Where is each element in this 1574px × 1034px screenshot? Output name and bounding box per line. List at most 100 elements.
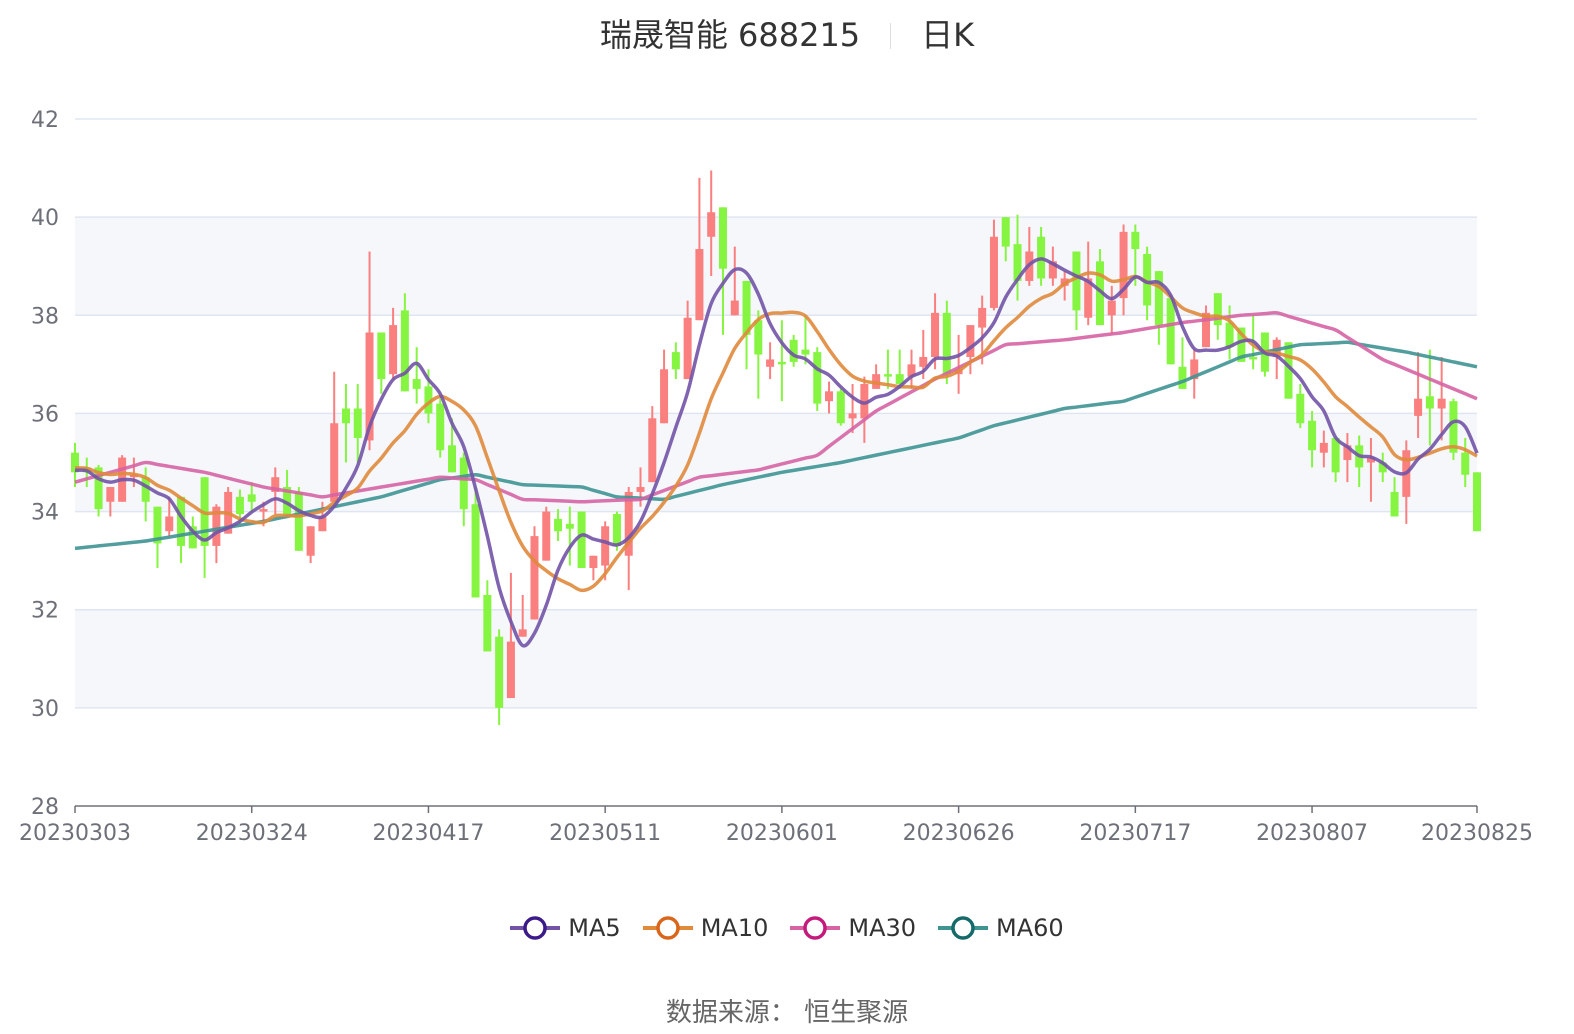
candle-body [989, 236, 998, 308]
candle [247, 482, 256, 512]
x-tick-label: 20230601 [726, 821, 838, 846]
y-tick-label: 30 [31, 697, 59, 722]
candle [577, 511, 586, 569]
x-tick-label: 20230511 [549, 821, 661, 846]
candle-body [589, 555, 598, 569]
candle-body [636, 487, 645, 492]
candle [1048, 246, 1057, 286]
candle-body [235, 496, 244, 515]
candle [1225, 305, 1234, 360]
candle-body [742, 280, 751, 335]
candle-body [565, 523, 574, 529]
candle [377, 332, 386, 394]
candle-body [1284, 342, 1293, 399]
candle [1437, 356, 1446, 441]
ma60-line [74, 340, 1478, 551]
candle-body [1378, 462, 1387, 473]
candle [365, 251, 374, 451]
candle-body [283, 487, 292, 515]
candle-body [777, 361, 786, 365]
plot-bands [75, 217, 1477, 708]
candle-body [188, 526, 197, 549]
candle-body [518, 629, 527, 637]
candle [754, 310, 763, 399]
candle [306, 526, 315, 564]
legend-label: MA60 [996, 914, 1064, 942]
x-tick-label: 20230303 [19, 821, 131, 846]
candle-body [1237, 327, 1246, 362]
candle [1119, 224, 1128, 316]
candle-body [1296, 393, 1305, 424]
candle-body [648, 418, 657, 483]
legend-item-ma30[interactable]: MA30 [790, 914, 916, 942]
candle-body [177, 496, 186, 546]
candle-body [683, 317, 692, 380]
legend-label: MA30 [848, 914, 917, 942]
candle [506, 572, 515, 699]
candle-body [1001, 217, 1010, 247]
candle-body [471, 504, 480, 598]
candle [459, 452, 468, 527]
candle-body [1013, 244, 1022, 281]
candle [718, 207, 727, 335]
candle [518, 594, 527, 637]
candle [883, 349, 892, 389]
candle-body [412, 379, 421, 389]
legend-item-ma5[interactable]: MA5 [510, 914, 621, 942]
candle-body [153, 506, 162, 544]
legend: MA5 MA10 MA30 MA60 [0, 914, 1574, 942]
candle [660, 349, 669, 424]
candle [589, 555, 598, 581]
candle-body [1143, 253, 1152, 306]
x-tick-label: 20230807 [1256, 821, 1368, 846]
candle [542, 506, 551, 561]
y-tick-label: 34 [31, 501, 59, 526]
candle-body [1084, 278, 1093, 318]
candle-body [448, 445, 457, 473]
candle-body [1319, 442, 1328, 453]
candle-body [424, 386, 433, 414]
candle [907, 349, 916, 389]
chart-title: 瑞晟智能 688215 日K [0, 10, 1574, 56]
candle-body [483, 594, 492, 652]
y-tick-label: 42 [31, 108, 59, 133]
candle-body [530, 536, 539, 620]
legend-item-ma10[interactable]: MA10 [642, 914, 769, 942]
candle [1461, 437, 1470, 488]
x-tick-label: 20230324 [196, 821, 308, 846]
candle [106, 487, 115, 517]
candle-body [707, 212, 716, 237]
candle-body [919, 356, 928, 367]
candle [1425, 349, 1434, 446]
candle-body [247, 494, 256, 502]
candle [1072, 251, 1081, 331]
ma10-legend-icon [642, 916, 693, 940]
candle-body [165, 516, 174, 532]
candle-body [801, 349, 810, 355]
candle [942, 300, 951, 384]
candle [601, 521, 610, 581]
candle [471, 487, 480, 598]
candle [872, 364, 881, 389]
ma5-line [74, 257, 1479, 648]
data-source: 数据来源： 恒生聚源 [665, 998, 909, 1028]
plot-band [75, 609, 1477, 708]
y-tick-label: 40 [31, 206, 59, 231]
candle-body [754, 320, 763, 355]
candle-body [1131, 231, 1140, 250]
candle-body [730, 300, 739, 316]
x-tick-label: 20230626 [903, 821, 1015, 846]
candle-body [365, 332, 374, 441]
candle [177, 496, 186, 564]
candle-body [330, 423, 339, 502]
candle-body [436, 403, 445, 451]
ma-lines [74, 257, 1479, 648]
candle [836, 388, 845, 426]
candle-body [294, 491, 303, 551]
legend-label: MA10 [700, 914, 769, 942]
legend-item-ma60[interactable]: MA60 [938, 914, 1064, 942]
candle-body [1331, 437, 1340, 473]
candle-body [718, 207, 727, 269]
candle [777, 320, 786, 402]
candle [1284, 342, 1293, 399]
